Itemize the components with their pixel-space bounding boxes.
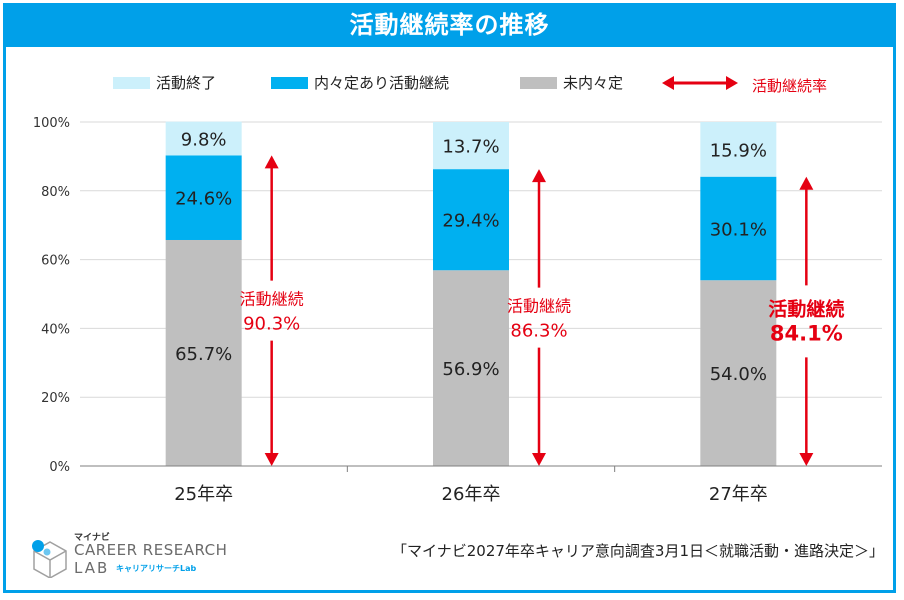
continuation-label: 活動継続 [507,297,571,316]
continuation-arrow-head-up [799,176,814,190]
bar-segment-no-naitei [700,280,777,466]
x-axis: 25年卒 26年卒 27年卒 [80,465,882,505]
continuation-label: 活動継続 [768,297,844,320]
bar-segment-naitei-continuing [165,155,242,240]
legend-label-ended: 活動終了 [156,74,216,92]
y-tick-label: 80% [41,185,70,200]
data-label: 13.7% [442,137,499,158]
bar-segment-ended [165,121,242,156]
data-label: 15.9% [710,140,767,161]
bar-segment-ended [433,122,509,170]
logo-line1: CAREER RESEARCH [74,541,228,559]
y-tick-label: 60% [41,254,70,269]
data-label: 54.0% [710,364,767,385]
bar-segment-naitei-continuing [700,176,777,281]
y-tick-label: 20% [41,391,70,406]
y-axis: 0% 20% 40% 60% 80% 100% [33,116,70,475]
bar-segment-ended [700,122,777,177]
continuation-arrow-head-up [532,169,546,183]
data-label: 65.7% [175,344,232,365]
legend-label-no-naitei: 未内々定 [563,74,623,92]
logo-brand: マイナビ [74,533,110,543]
cube-logo-icon [32,540,67,578]
bar-segment-naitei-continuing [433,169,509,271]
continuation-arrow-head-down [532,453,546,466]
logo-line3: キャリアリサーチLab [116,564,197,573]
continuation-label: 活動継続 [240,290,304,309]
data-label: 29.4% [442,211,499,232]
continuation-arrow-head-up [264,155,279,169]
bar-segment-no-naitei [433,270,509,466]
y-tick-label: 0% [49,460,70,475]
continuation-arrow-head-down [264,453,279,466]
x-category-label: 27年卒 [709,484,768,505]
career-research-lab-logo: マイナビ CAREER RESEARCH LAB キャリアリサーチLab [30,530,230,580]
x-category-label: 26年卒 [442,484,501,505]
legend-arrow-icon [662,76,738,90]
continuation-value-label: 86.3% [510,321,567,342]
data-label: 24.6% [175,189,232,210]
legend-swatch-naitei-continuing [271,77,308,89]
legend-label-continuation-rate: 活動継続率 [752,77,827,95]
data-label: 56.9% [442,359,499,380]
continuation-value-label: 84.1% [770,321,843,345]
y-tick-label: 100% [33,116,70,131]
data-label: 30.1% [710,219,767,240]
x-category-label: 25年卒 [174,484,233,505]
legend: 活動終了 内々定あり活動継続 未内々定 活動継続率 [113,74,827,95]
chart-title: 活動継続率の推移 [3,3,896,47]
legend-label-naitei-continuing: 内々定あり活動継続 [314,74,449,92]
logo-line2: LAB [74,559,110,577]
legend-swatch-ended [113,77,150,89]
legend-swatch-no-naitei [520,77,557,89]
bar-segment-no-naitei [165,239,242,466]
source-note: 「マイナビ2027年卒キャリア意向調査3月1日＜就職活動・進路決定＞」 [392,542,884,560]
data-label: 9.8% [181,130,227,151]
bars: 65.7% 24.6% 9.8% 56.9% 29.4% 13.7% 54.0% 30.1% 1… [165,121,777,466]
y-tick-label: 40% [41,322,70,337]
continuation-arrow-head-down [799,453,814,466]
continuation-value-label: 90.3% [243,314,300,335]
